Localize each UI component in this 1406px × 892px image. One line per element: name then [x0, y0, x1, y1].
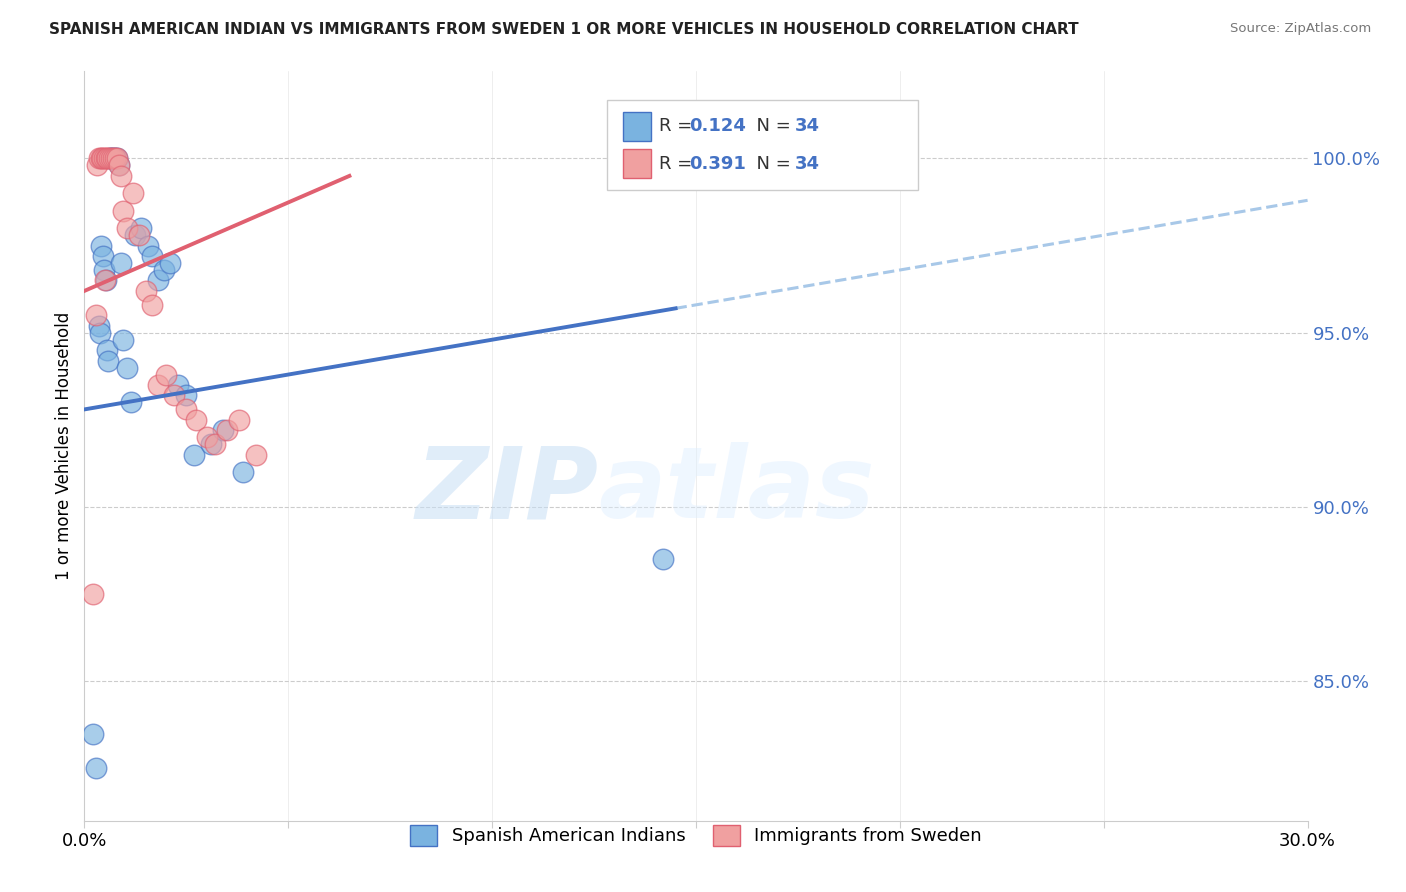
Text: atlas: atlas [598, 442, 875, 540]
Text: 0.124: 0.124 [689, 118, 745, 136]
Point [110, 256, 132, 270]
Point [232, 465, 254, 479]
Point [195, 430, 218, 444]
Text: SPANISH AMERICAN INDIAN VS IMMIGRANTS FROM SWEDEN 1 OR MORE VEHICLES IN HOUSEHOL: SPANISH AMERICAN INDIAN VS IMMIGRANTS FR… [49, 22, 1078, 37]
Point [167, 378, 190, 392]
Point [135, 284, 157, 298]
Point [91, 152, 114, 166]
Point [153, 263, 176, 277]
Point [84, 761, 107, 775]
Point [122, 186, 145, 201]
Point [100, 152, 122, 166]
Text: Source: ZipAtlas.com: Source: ZipAtlas.com [1230, 22, 1371, 36]
Point [146, 378, 169, 392]
Point [97, 353, 120, 368]
Point [159, 256, 181, 270]
Y-axis label: 1 or more Vehicles in Household: 1 or more Vehicles in Household [55, 312, 73, 580]
Point [93, 273, 115, 287]
Point [97, 152, 120, 166]
Point [86, 158, 108, 172]
Point [105, 152, 128, 166]
Point [101, 152, 124, 166]
Point [200, 437, 222, 451]
Text: 34: 34 [794, 154, 820, 172]
Point [652, 552, 675, 566]
Point [101, 152, 124, 166]
Point [204, 437, 226, 451]
Point [174, 388, 197, 402]
Point [94, 152, 117, 166]
Point [108, 158, 131, 172]
Point [84, 308, 107, 322]
Text: N =: N = [745, 154, 797, 172]
Point [89, 326, 111, 340]
Text: R =: R = [659, 118, 699, 136]
Point [105, 152, 128, 166]
Point [82, 587, 104, 601]
Point [98, 152, 121, 166]
Point [94, 273, 117, 287]
Point [90, 152, 112, 166]
Point [112, 203, 135, 218]
Point [96, 343, 118, 358]
Point [128, 228, 150, 243]
Text: 34: 34 [794, 118, 820, 136]
Point [174, 402, 197, 417]
Point [108, 158, 131, 172]
Legend: Spanish American Indians, Immigrants from Sweden: Spanish American Indians, Immigrants fro… [404, 818, 988, 853]
Point [141, 249, 163, 263]
Point [104, 152, 127, 166]
Point [146, 273, 169, 287]
Point [93, 152, 115, 166]
Point [104, 152, 127, 166]
Point [141, 298, 163, 312]
Point [668, 134, 690, 148]
Point [212, 423, 235, 437]
Point [155, 368, 177, 382]
Point [183, 448, 205, 462]
Point [93, 263, 115, 277]
Point [228, 413, 250, 427]
Point [245, 448, 267, 462]
Point [110, 169, 132, 183]
Point [100, 152, 122, 166]
Point [96, 152, 118, 166]
Point [112, 333, 135, 347]
Text: R =: R = [659, 154, 699, 172]
Text: N =: N = [745, 118, 797, 136]
Point [90, 238, 112, 252]
Text: 0.391: 0.391 [689, 154, 745, 172]
Point [115, 360, 138, 375]
Point [186, 413, 208, 427]
Point [131, 221, 153, 235]
Point [82, 726, 104, 740]
Point [217, 423, 239, 437]
Point [124, 228, 146, 243]
Text: ZIP: ZIP [415, 442, 598, 540]
Point [115, 221, 138, 235]
Point [87, 318, 110, 333]
Point [120, 395, 142, 409]
Point [163, 388, 186, 402]
Point [91, 249, 114, 263]
Point [136, 238, 159, 252]
Point [87, 152, 110, 166]
